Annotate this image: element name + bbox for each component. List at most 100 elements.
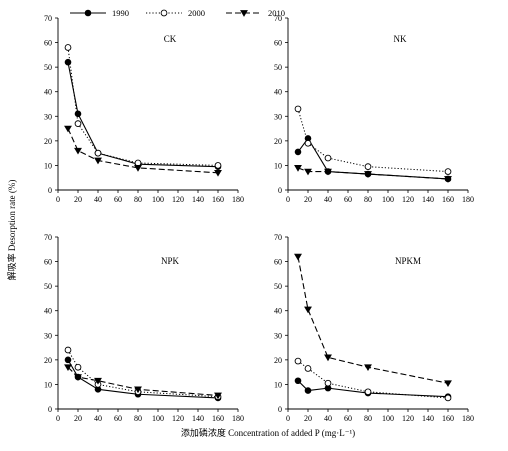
y-tick-label: 20 — [44, 137, 52, 146]
data-point-2000 — [444, 168, 452, 175]
x-tick-label: 160 — [442, 195, 454, 204]
y-tick-label: 20 — [274, 137, 282, 146]
y-tick-label: 60 — [274, 39, 282, 48]
series-line-1990 — [67, 359, 219, 399]
y-tick-label: 30 — [44, 331, 52, 340]
data-point-2010 — [444, 176, 452, 183]
data-point-2000 — [324, 379, 332, 387]
data-point-2010 — [294, 253, 302, 261]
series-line-2010 — [67, 366, 219, 397]
panel-title: NPKM — [395, 256, 421, 266]
x-tick-label: 40 — [324, 414, 332, 423]
data-point-2010 — [324, 168, 332, 176]
series-line-1990 — [67, 62, 219, 168]
chart-panel-nk: 0 20 40 60 80 100 120 140 160 180 0 10 20 30 40 50 60 70 N… — [274, 14, 474, 204]
y-tick-label: 20 — [44, 356, 52, 365]
x-tick-label: 180 — [462, 195, 474, 204]
series-line-1990 — [297, 137, 449, 180]
data-point-2000 — [304, 139, 312, 147]
y-tick-label: 10 — [44, 161, 52, 170]
data-point-2010 — [364, 171, 372, 178]
y-tick-label: 10 — [274, 161, 282, 170]
x-axis-label: 添加磷浓度 Concentration of added P (mg·L⁻¹) — [181, 427, 355, 438]
data-point-2000 — [294, 357, 302, 365]
y-tick-label: 10 — [44, 380, 52, 389]
panel-title: CK — [164, 34, 177, 44]
x-tick-label: 60 — [344, 414, 352, 423]
legend: 1990 2000 2010 — [70, 8, 285, 18]
legend-item-1990: 1990 — [70, 8, 129, 18]
x-tick-label: 180 — [232, 414, 244, 423]
chart-panel-ck: 0 20 40 60 80 100 120 140 160 180 0 10 20 30 40 50 60 70 C… — [44, 14, 244, 204]
x-tick-label: 160 — [212, 414, 224, 423]
data-point-2010 — [64, 125, 72, 133]
data-point-2000 — [64, 44, 72, 51]
x-tick-label: 60 — [114, 414, 122, 423]
series-line-2010 — [297, 256, 449, 384]
data-point-2010 — [74, 147, 82, 155]
x-tick-label: 0 — [56, 414, 60, 423]
series-line-1990 — [297, 380, 449, 398]
panels: 0 20 40 60 80 100 120 140 160 180010203040506070C… — [44, 14, 474, 423]
x-tick-label: 20 — [304, 414, 312, 423]
x-tick-label: 160 — [212, 195, 224, 204]
x-tick-label: 80 — [364, 414, 372, 423]
data-point-2000 — [364, 163, 372, 171]
y-tick-label: 30 — [44, 112, 52, 121]
x-tick-label: 40 — [324, 195, 332, 204]
x-tick-label: 20 — [74, 414, 82, 423]
x-tick-label: 160 — [442, 414, 454, 423]
y-tick-label: 50 — [274, 63, 282, 72]
x-tick-label: 80 — [134, 195, 142, 204]
y-tick-label: 60 — [44, 258, 52, 267]
data-point-1990 — [304, 387, 312, 394]
data-point-1990 — [64, 356, 72, 364]
data-point-2000 — [324, 154, 332, 162]
data-point-1990 — [294, 148, 302, 156]
y-tick-label: 60 — [44, 39, 52, 48]
data-point-2010 — [304, 168, 312, 176]
x-tick-label: 20 — [74, 195, 82, 204]
y-tick-label: 30 — [274, 112, 282, 121]
series-line-2000 — [297, 360, 449, 399]
y-tick-label: 70 — [44, 233, 52, 242]
data-point-2000 — [134, 159, 142, 167]
legend-item-2000: 2000 — [146, 8, 205, 18]
data-point-2000 — [74, 120, 82, 128]
y-axis-label: 解吸率 Desorption rate (%) — [6, 180, 17, 281]
y-tick-label: 40 — [44, 307, 52, 316]
y-tick-label: 50 — [44, 282, 52, 291]
series-line-2000 — [297, 108, 449, 173]
x-tick-label: 0 — [286, 195, 290, 204]
y-tick-label: 70 — [274, 233, 282, 242]
legend-marker — [240, 10, 248, 17]
panel-title: NK — [394, 34, 407, 44]
data-point-2010 — [364, 364, 372, 372]
data-point-2010 — [134, 165, 142, 172]
x-tick-label: 100 — [152, 195, 164, 204]
data-point-2000 — [444, 394, 452, 402]
y-tick-label: 20 — [274, 356, 282, 365]
data-point-2010 — [64, 364, 72, 372]
legend-marker — [160, 9, 168, 17]
x-tick-label: 40 — [94, 195, 102, 204]
data-point-2010 — [94, 157, 102, 165]
x-tick-label: 80 — [134, 414, 142, 423]
legend-label: 2010 — [268, 8, 285, 18]
x-tick-label: 140 — [422, 414, 434, 423]
y-tick-label: 40 — [274, 307, 282, 316]
chart-panel-npkm: 0 20 40 60 80 100 120 140 160 180 0 10 20 30 40 50 60 70 N… — [274, 233, 474, 423]
x-tick-label: 120 — [172, 414, 184, 423]
data-point-2010 — [294, 165, 302, 172]
y-tick-label: 0 — [48, 405, 52, 414]
data-point-2000 — [304, 365, 312, 372]
y-tick-label: 40 — [274, 88, 282, 97]
series-line-2000 — [67, 349, 219, 398]
series-line-2000 — [67, 47, 219, 166]
x-tick-label: 20 — [304, 195, 312, 204]
data-point-2000 — [64, 346, 72, 354]
x-tick-label: 140 — [422, 195, 434, 204]
chart-panel-npk: 0 20 40 60 80 100 120 140 160 180 0 10 20 30 40 50 60 70 N… — [44, 233, 244, 423]
x-tick-label: 40 — [94, 414, 102, 423]
